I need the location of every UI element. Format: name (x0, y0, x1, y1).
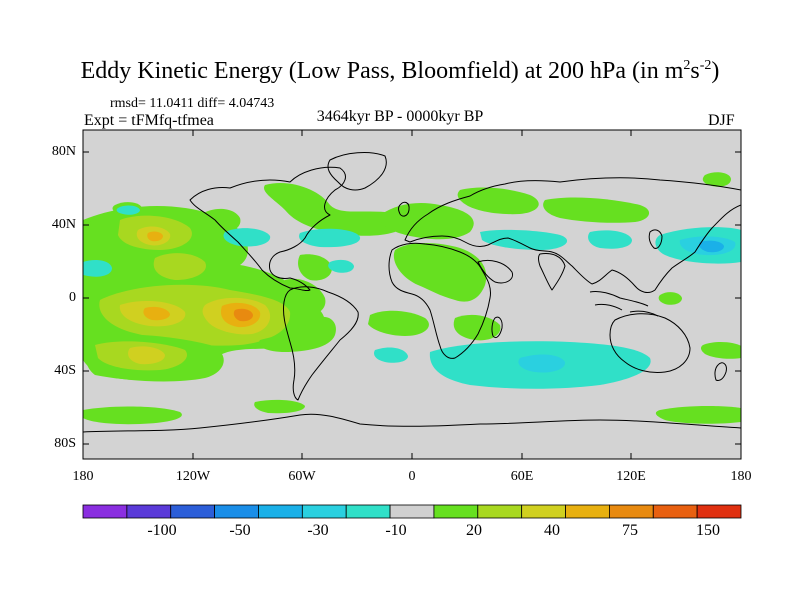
region-north-pacific-west-neg50 (698, 240, 724, 253)
axis-ticks (82, 130, 742, 459)
colorbar-swatch (652, 504, 698, 519)
colorbar-swatch (214, 504, 259, 519)
coast-africa (388, 242, 491, 359)
colorbar-label: -30 (307, 522, 329, 539)
region-south-pacific-75 (128, 346, 165, 365)
coast-madagascar (491, 316, 503, 339)
lat-label: 40S (54, 363, 76, 378)
region-north-atlantic-20b (379, 203, 474, 240)
region-asia-neg10 (480, 229, 568, 250)
lat-label: 0 (69, 290, 76, 305)
coast-arabia (477, 259, 514, 284)
coast-eurasia (404, 177, 741, 294)
experiment-label: Expt = tFMfq-tfmea (84, 112, 214, 129)
colorbar-swatch (82, 504, 128, 519)
region-arctic-east-20 (702, 172, 731, 187)
lon-label: 60W (288, 469, 316, 484)
colorbar-swatch (345, 504, 391, 519)
region-southern-ocean-20a (83, 406, 182, 425)
region-europe-20 (457, 187, 539, 215)
region-west-africa-20 (368, 310, 429, 336)
region-tropical-pacific-east-20 (658, 292, 682, 305)
colorbar-label: -10 (385, 522, 407, 539)
lat-label: 80S (54, 436, 76, 451)
region-southern-ocean-20b (254, 399, 305, 414)
lat-label: 40N (51, 217, 76, 232)
coastline-layer (83, 152, 741, 433)
colorbar-swatch (565, 504, 610, 519)
colorbar-label: -100 (147, 522, 177, 539)
lon-label: 180 (72, 469, 94, 484)
colorbar-swatch (126, 504, 172, 519)
colorbar-label: 20 (466, 522, 482, 539)
region-southern-africa-20 (453, 314, 501, 341)
lon-label: 0 (408, 469, 416, 484)
region-asia-east-neg10 (588, 230, 632, 249)
region-nw-atlantic-neg10 (116, 205, 140, 215)
colorbar-swatch (696, 504, 742, 519)
colorbar-swatch (258, 504, 303, 519)
coast-south-america (283, 286, 359, 401)
lat-label: 80N (51, 144, 76, 159)
colorbar-swatch (477, 504, 523, 519)
colorbar-swatch (389, 504, 435, 519)
region-caribbean-20 (298, 254, 332, 281)
season-label: DJF (708, 112, 735, 129)
lon-label: 120E (616, 469, 646, 484)
region-south-atlantic-neg10 (374, 347, 408, 363)
colorbar-swatch (433, 504, 479, 519)
colorbar-label: -50 (229, 522, 251, 539)
region-central-pacific-max (143, 306, 170, 321)
region-east-pacific-max (233, 308, 253, 322)
region-asia-north-20 (543, 197, 650, 223)
region-north-pacific-max (147, 231, 163, 242)
region-south-indian-neg30 (518, 354, 566, 373)
region-gulf-alaska-20 (198, 208, 241, 233)
lon-label: 120W (175, 469, 211, 484)
colorbar-label: 75 (622, 522, 638, 539)
region-southern-ocean-20c (655, 406, 741, 424)
lon-label: 180 (730, 469, 752, 484)
anomaly-fill-layer (83, 172, 741, 425)
region-central-atlantic-neg10 (299, 228, 361, 248)
period-label: 3464kyr BP - 0000kyr BP (316, 108, 484, 125)
coast-australia (609, 313, 691, 373)
region-africa-20 (393, 243, 487, 302)
region-southeast-pacific-20 (258, 316, 336, 352)
coast-north-america (189, 166, 346, 292)
colorbar-swatch (521, 504, 566, 519)
coast-antarctica (83, 413, 741, 433)
colorbar-label: 150 (696, 522, 720, 539)
region-pacific-west-neg10 (83, 260, 112, 277)
region-central-pacific-neg10 (223, 228, 271, 247)
region-north-pacific-40b (153, 253, 206, 280)
stats-label: rmsd= 11.0411 diff= 4.04743 (110, 96, 275, 111)
coast-greenland (327, 152, 387, 191)
coast-uk (398, 201, 410, 217)
colorbar-swatch (170, 504, 215, 519)
colorbar (82, 504, 742, 519)
colorbar-swatch (301, 504, 347, 519)
chart-title: Eddy Kinetic Energy (Low Pass, Bloomfiel… (80, 58, 720, 84)
coast-japan (648, 229, 663, 249)
coast-new-zealand (714, 362, 727, 381)
region-mediterranean-neg10 (328, 259, 354, 273)
region-north-atlantic-20 (264, 182, 401, 236)
lon-label: 60E (510, 469, 534, 484)
colorbar-label: 40 (544, 522, 560, 539)
region-southwest-pacific-20 (700, 342, 741, 359)
colorbar-swatch (609, 504, 654, 519)
coast-india (538, 253, 566, 291)
